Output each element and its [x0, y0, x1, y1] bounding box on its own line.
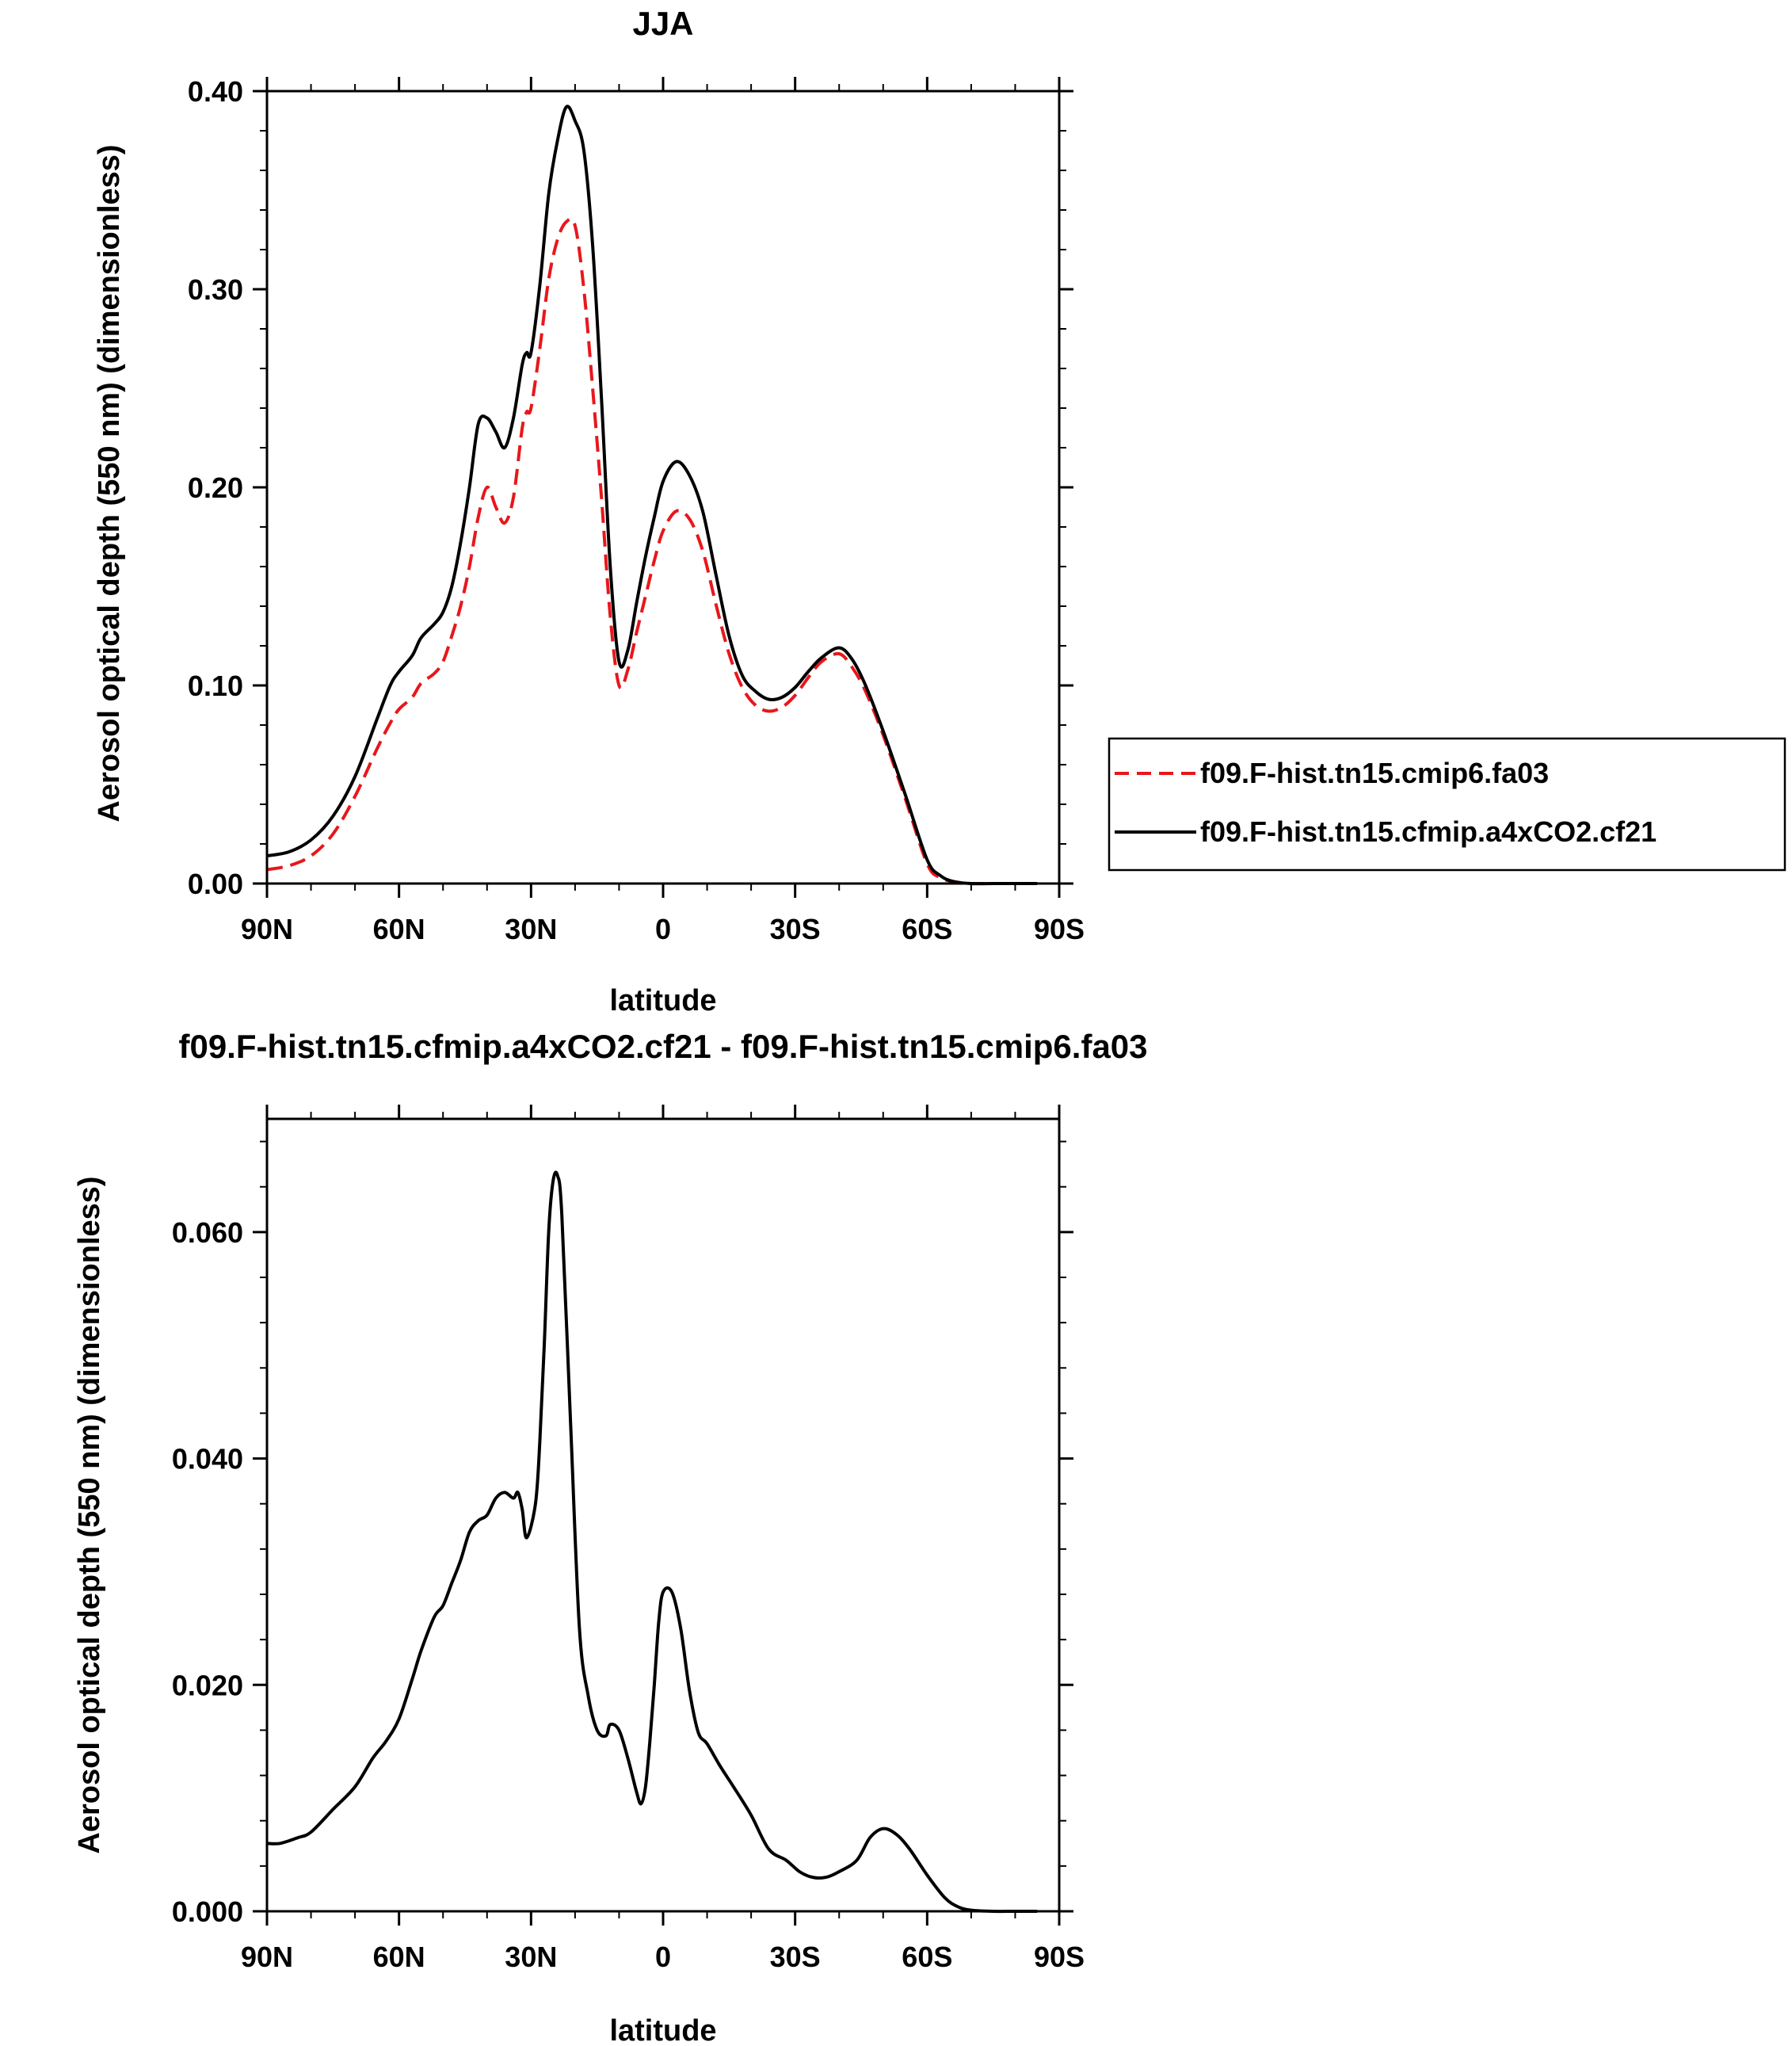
top-x-tick-label: 60S — [902, 913, 952, 945]
top-x-axis-title: latitude — [609, 984, 716, 1017]
bottom-y-tick-label: 0.020 — [172, 1669, 243, 1701]
bottom-series-group — [266, 1170, 1038, 1914]
top-x-tick-label: 30S — [770, 913, 821, 945]
bottom-chart-title: f09.F-hist.tn15.cfmip.a4xCO2.cf21 - f09.… — [178, 1028, 1147, 1065]
top-chart-title: JJA — [632, 5, 693, 42]
legend-label-fa03: f09.F-hist.tn15.cmip6.fa03 — [1200, 757, 1549, 789]
top-y-tick-label: 0.00 — [188, 868, 243, 900]
top-plot-frame — [265, 90, 1061, 885]
top-x-tick-label: 90S — [1034, 913, 1085, 945]
legend: f09.F-hist.tn15.cmip6.fa03 f09.F-hist.tn… — [1108, 737, 1786, 872]
legend-label-cf21: f09.F-hist.tn15.cfmip.a4xCO2.cf21 — [1200, 815, 1657, 848]
bottom-x-tick-label: 60N — [373, 1941, 425, 1973]
top-y-tick-label: 0.20 — [188, 471, 243, 504]
bottom-y-tick-label: 0.060 — [172, 1216, 243, 1249]
legend-box — [1108, 737, 1786, 872]
top-y-axis-title: Aerosol optical depth (550 nm) (dimensio… — [93, 144, 126, 822]
bottom-series-line-1 — [266, 1170, 1038, 1914]
bottom-axes-group: 90N 60N 30N 0 30S 60S 90S 0.000 0.020 0.040 0.060 — [172, 1105, 1085, 1973]
bottom-y-tick-label: 0.040 — [172, 1443, 243, 1475]
bottom-y-tick-label: 0.000 — [172, 1895, 243, 1928]
top-series-line-1 — [266, 217, 1038, 886]
top-x-tick-label: 90N — [241, 913, 293, 945]
top-y-tick-label: 0.40 — [188, 75, 243, 108]
top-y-tick-label: 0.10 — [188, 670, 243, 702]
bottom-panel: f09.F-hist.tn15.cfmip.a4xCO2.cf21 - f09.… — [73, 1028, 1148, 2046]
top-x-tick-label: 30N — [505, 913, 557, 945]
top-series-group — [266, 105, 1038, 886]
bottom-x-tick-label: 0 — [655, 1941, 671, 1973]
bottom-plot-frame — [265, 1117, 1061, 1913]
bottom-x-tick-label: 90S — [1034, 1941, 1085, 1973]
top-x-tick-label: 60N — [373, 913, 425, 945]
top-panel: JJA Aerosol optical depth (550 nm) (dime… — [93, 5, 1786, 1017]
bottom-x-tick-label: 30N — [505, 1941, 557, 1973]
bottom-x-axis-title: latitude — [609, 2014, 716, 2046]
bottom-x-tick-label: 60S — [902, 1941, 952, 1973]
bottom-x-tick-label: 30S — [770, 1941, 821, 1973]
bottom-x-tick-label: 90N — [241, 1941, 293, 1973]
top-axes-group: 90N 60N 30N 0 30S 60S 90S 0.00 0.10 0.20 0.30 0.40 — [188, 75, 1085, 945]
bottom-y-axis-title: Aerosol optical depth (550 nm) (dimensio… — [73, 1176, 106, 1853]
top-series-line-2 — [266, 105, 1038, 886]
top-x-tick-label: 0 — [655, 913, 671, 945]
top-y-tick-label: 0.30 — [188, 273, 243, 306]
